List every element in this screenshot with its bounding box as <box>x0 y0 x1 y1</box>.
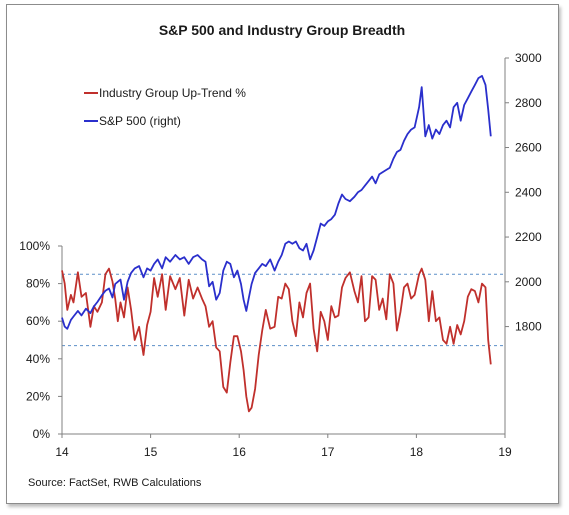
source-note: Source: FactSet, RWB Calculations <box>28 477 202 489</box>
reference-lines <box>62 273 505 347</box>
x-tick-label: 16 <box>233 445 247 459</box>
legend-label-spx: S&P 500 (right) <box>99 114 181 128</box>
series-line-breadth <box>61 267 492 413</box>
plot-area <box>61 75 492 413</box>
left-tick-label: 80% <box>26 277 50 291</box>
chart-title: S&P 500 and Industry Group Breadth <box>159 22 405 38</box>
right-tick-label: 2200 <box>515 230 542 244</box>
x-tick-label: 18 <box>410 445 424 459</box>
left-tick-label: 100% <box>19 239 50 253</box>
right-tick-label: 2000 <box>515 275 542 289</box>
axes <box>58 57 509 438</box>
x-tick-label: 14 <box>55 445 69 459</box>
series-line-spx <box>61 75 492 330</box>
x-tick-label: 19 <box>498 445 512 459</box>
x-tick-label: 17 <box>321 445 335 459</box>
legend-label-breadth: Industry Group Up-Trend % <box>99 86 246 100</box>
left-tick-label: 0% <box>33 427 51 441</box>
right-tick-label: 3000 <box>515 51 542 65</box>
right-tick-label: 2800 <box>515 96 542 110</box>
right-tick-label: 2600 <box>515 141 542 155</box>
left-tick-label: 40% <box>26 352 50 366</box>
right-tick-label: 1800 <box>515 320 542 334</box>
left-tick-label: 20% <box>26 389 50 403</box>
left-tick-label: 60% <box>26 314 50 328</box>
tick-labels: 0% 20% 40% 60% 80% 100% 1800 2000 2200 2400 2600 28… <box>19 51 542 459</box>
legend: Industry Group Up-Trend % S&P 500 (right… <box>84 86 246 128</box>
x-tick-label: 15 <box>144 445 158 459</box>
right-tick-label: 2400 <box>515 185 542 199</box>
